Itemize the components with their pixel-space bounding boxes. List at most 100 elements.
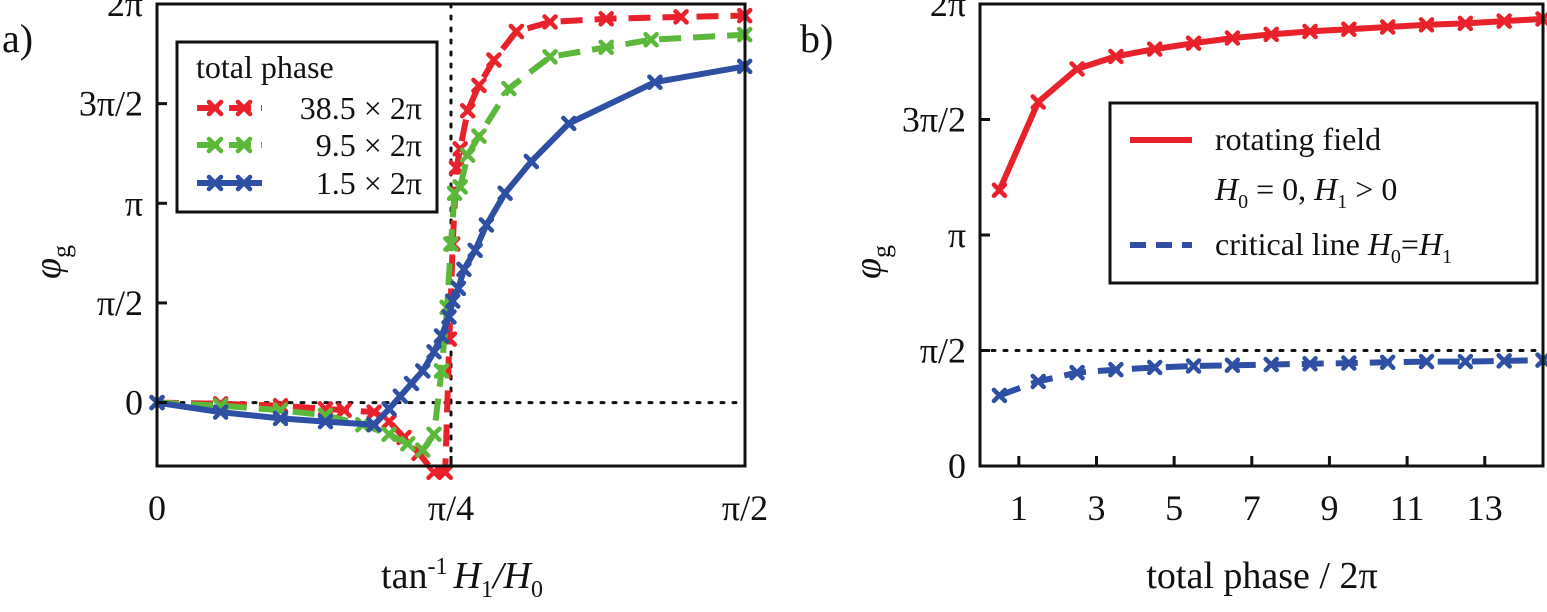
legend-marker	[206, 99, 224, 117]
panel-a-series-38-5-2-point	[426, 464, 442, 481]
panel-a-legend: total phase 38.5 × 2π9.5 × 2π1.5 × 2π	[175, 40, 439, 214]
panel-a-x-tick-label: 0	[148, 488, 166, 528]
panel-b-y-tick-label: 2π	[930, 0, 966, 24]
panel-b-series-critical-line-h0-h1-point	[1379, 354, 1396, 371]
svg-text:φg: φg	[847, 245, 896, 279]
panel-b-legend: rotating field H0 = 0, H1 > 0 critical l…	[1108, 101, 1539, 285]
panel-a-series-9-5-2-point	[598, 39, 614, 56]
panel-b-y-tick-label: 3π/2	[902, 100, 966, 140]
panel-b-series	[991, 11, 1547, 404]
panel-a-series-38-5-2-point	[508, 23, 525, 40]
panel-a-series-38-5-2-point	[486, 52, 502, 68]
panel-b-series-critical-line-h0-h1-point	[1263, 356, 1279, 373]
panel-a-series-9-5-2-point	[471, 128, 487, 144]
panel-b-series-rotating-field-point	[1457, 15, 1474, 32]
panel-b-x-tick-label: 9	[1320, 488, 1338, 528]
panel-b-series-critical-line-h0-h1-point	[1224, 357, 1241, 374]
legend-entry-1-5-2: 1.5 × 2π	[197, 165, 422, 201]
panel-a-series-38-5-2-point	[366, 404, 382, 420]
legend-marker	[235, 174, 253, 192]
panel-b-series-rotating-field-point	[1341, 21, 1357, 37]
svg-text:φg: φg	[27, 245, 76, 279]
panel-a-y-tick-label: 3π/2	[79, 84, 143, 124]
panel-a-series-9-5-2-point	[415, 442, 431, 458]
panel-b-x-tick-label: 1	[1010, 488, 1028, 528]
panel-b-series-rotating-field-point	[1496, 13, 1512, 29]
panel-b-series-rotating-field-point	[1108, 48, 1124, 65]
panel-a-label: a)	[2, 16, 33, 61]
panel-a-x-tick-label: π/4	[428, 488, 474, 528]
panel-a-series-1-5-2-point	[444, 293, 461, 309]
panel-b-series-rotating-field	[991, 11, 1547, 199]
panel-a-y-tick-labels: 0 π/2 π 3π/2 2π	[79, 0, 167, 423]
panel-b-series-rotating-field-point	[1418, 17, 1435, 33]
panel-a-series-38-5-2-point	[336, 402, 352, 418]
panel-a-series-1-5-2-point	[478, 217, 495, 233]
panel-b-series-rotating-field-point	[1224, 30, 1241, 46]
panel-b-series-critical-line-h0-h1	[991, 352, 1547, 404]
panel-b-series-rotating-field-point	[1263, 26, 1279, 43]
panel-a-series-1-5-2-point	[467, 242, 483, 259]
panel-a-legend-title: total phase	[196, 49, 334, 85]
panel-b-series-critical-line-h0-h1-point	[1185, 358, 1202, 374]
panel-b-series-critical-line-h0-h1-point	[1108, 361, 1124, 378]
panel-a-series-1-5-2	[149, 58, 753, 433]
panel-a-ylabel: φg	[27, 245, 76, 279]
legend-label-rotating-field-condition: H0 = 0, H1 > 0	[1214, 171, 1397, 213]
panel-a-series-1-5-2-point	[415, 363, 431, 379]
panel-b-series-critical-line-h0-h1-point	[1457, 353, 1474, 370]
panel-a-series-1-5-2-point	[497, 185, 513, 201]
panel-b-legend-box	[1108, 101, 1539, 285]
legend-label: 38.5 × 2π	[300, 90, 422, 126]
panel-b-x-tick-label: 7	[1243, 488, 1261, 528]
panel-b-series-rotating-field-point	[1379, 19, 1396, 35]
panel-a-series-1-5-2-line	[156, 63, 746, 428]
panel-a-series-1-5-2-point	[561, 115, 577, 132]
panel-b-series-rotating-field-point	[1030, 94, 1046, 110]
panel-a-series-9-5-2-point	[501, 80, 517, 97]
panel-b-y-tick-label: π/2	[920, 331, 966, 371]
panel-a-series-38-5-2-point	[437, 464, 453, 481]
panel-a-series-1-5-2-point	[381, 401, 397, 417]
panel-b-series-rotating-field-point	[1185, 35, 1202, 51]
panel-a-series-38-5-2-point	[381, 413, 397, 430]
panel-b-x-tick-label: 5	[1165, 488, 1183, 528]
panel-a-xlabel: tan-1 H1/H0	[381, 554, 543, 603]
panel-a-series-1-5-2-point	[433, 328, 450, 344]
panel-a-series-38-5-2-point	[459, 103, 476, 119]
panel-b-series-rotating-field-point	[1069, 61, 1085, 77]
panel-a-series-9-5-2-point	[459, 147, 476, 163]
panel-a-x-tick-labels: 0 π/4 π/2	[148, 456, 768, 528]
legend-entry-9-5-2: 9.5 × 2π	[197, 127, 422, 163]
panel-a-series-1-5-2-point	[441, 309, 457, 325]
panel-a-series-1-5-2-point	[272, 410, 289, 427]
panel-a-legend-entries: 38.5 × 2π9.5 × 2π1.5 × 2π	[197, 90, 422, 201]
panel-a-series-9-5-2-point	[381, 426, 397, 443]
panel-a-series-9-5-2-point	[542, 49, 558, 65]
panel-a-y-tick-label: π/2	[97, 283, 143, 323]
panel-a-series-1-5-2-point	[317, 413, 334, 430]
panel-b-series-rotating-field-point	[1146, 41, 1163, 57]
legend-label: 1.5 × 2π	[316, 165, 422, 201]
panel-a-series-9-5-2-point	[426, 426, 442, 443]
legend-marker	[235, 99, 253, 117]
panel-a-series-9-5-2-point	[643, 31, 659, 48]
panel-b-series-critical-line-h0-h1-point	[1146, 359, 1163, 376]
panel-b-y-tick-label: π	[948, 215, 966, 255]
panel-a-y-tick-label: π	[125, 183, 143, 223]
panel-b-series-critical-line-h0-h1-point	[1069, 364, 1085, 381]
panel-a-series-9-5-2-point	[452, 179, 468, 195]
panel-b-label: b)	[800, 16, 833, 61]
panel-b-ylabel: φg	[847, 245, 896, 279]
panel-a-series-1-5-2-point	[392, 388, 409, 404]
panel-b-series-critical-line-h0-h1-point	[1341, 355, 1357, 371]
legend-marker	[206, 174, 224, 192]
panel-a-series-38-5-2-point	[542, 14, 558, 30]
panel-a-y-tick-label: 0	[125, 383, 143, 423]
panel-a-series-38-5-2-point	[471, 77, 487, 94]
panel-a-series-1-5-2-point	[456, 261, 472, 278]
panel-b-series-critical-line-h0-h1-point	[1030, 373, 1046, 390]
panel-a-series-9-5-2-point	[400, 436, 416, 452]
